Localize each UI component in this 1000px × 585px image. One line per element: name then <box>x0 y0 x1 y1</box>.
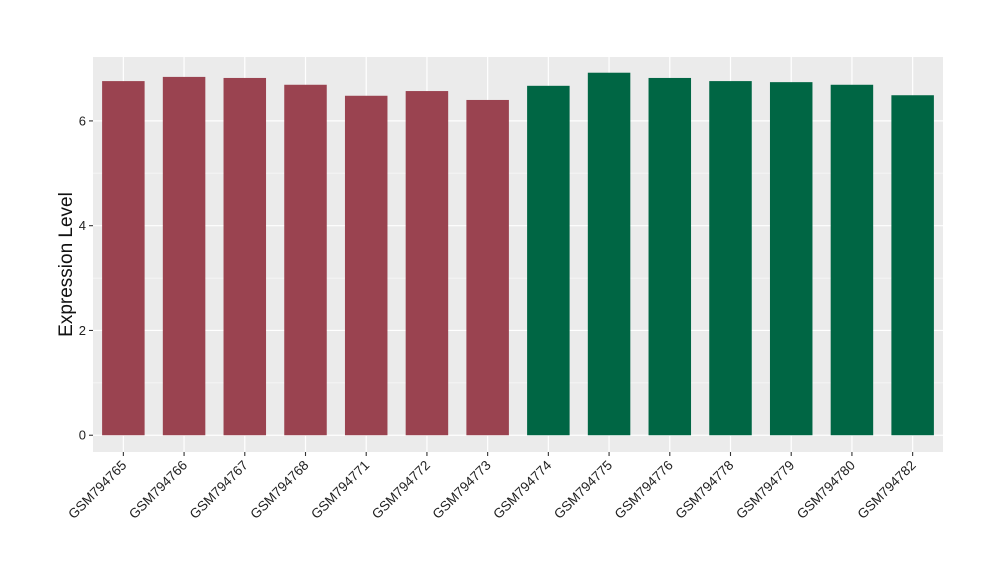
x-tick-label: GSM794767 <box>187 458 251 522</box>
x-tick-label: GSM794766 <box>126 458 190 522</box>
x-tick-label: GSM794782 <box>855 458 919 522</box>
bar-GSM794765 <box>102 81 145 436</box>
bar-GSM794780 <box>830 84 874 436</box>
x-axis: GSM794765GSM794766GSM794767GSM794768GSM7… <box>65 452 919 522</box>
bar-GSM794768 <box>284 84 327 436</box>
bar-GSM794772 <box>405 91 449 436</box>
x-tick-label: GSM794775 <box>551 458 615 522</box>
x-tick-label: GSM794776 <box>612 458 676 522</box>
x-tick-label: GSM794768 <box>247 458 311 522</box>
y-tick-label: 2 <box>79 323 86 338</box>
bar-GSM794782 <box>891 95 934 436</box>
plot-panel <box>93 57 943 452</box>
y-axis: 0 2 4 6 <box>79 113 93 443</box>
bar-GSM794776 <box>648 77 692 436</box>
x-tick-label: GSM794765 <box>65 458 129 522</box>
bar-GSM794766 <box>162 76 206 436</box>
x-tick-label: GSM794779 <box>733 458 797 522</box>
y-axis-label: Expression Level <box>56 192 77 337</box>
bar-GSM794775 <box>587 72 631 436</box>
y-tick-label: 4 <box>79 218 86 233</box>
bar-GSM794774 <box>527 85 570 436</box>
bar-GSM794771 <box>344 95 388 436</box>
x-tick-label: GSM794771 <box>308 458 372 522</box>
bars <box>102 72 934 436</box>
x-tick-label: GSM794773 <box>430 458 494 522</box>
x-tick-label: GSM794772 <box>369 458 433 522</box>
bar-GSM794778 <box>709 81 752 436</box>
bar-GSM794773 <box>466 99 509 436</box>
bar-GSM794779 <box>769 82 813 436</box>
x-tick-label: GSM794778 <box>672 458 736 522</box>
y-tick-label: 0 <box>79 428 86 443</box>
bar-GSM794767 <box>223 77 267 436</box>
x-tick-label: GSM794780 <box>794 458 858 522</box>
x-tick-label: GSM794774 <box>490 457 555 522</box>
y-tick-label: 6 <box>79 113 86 128</box>
